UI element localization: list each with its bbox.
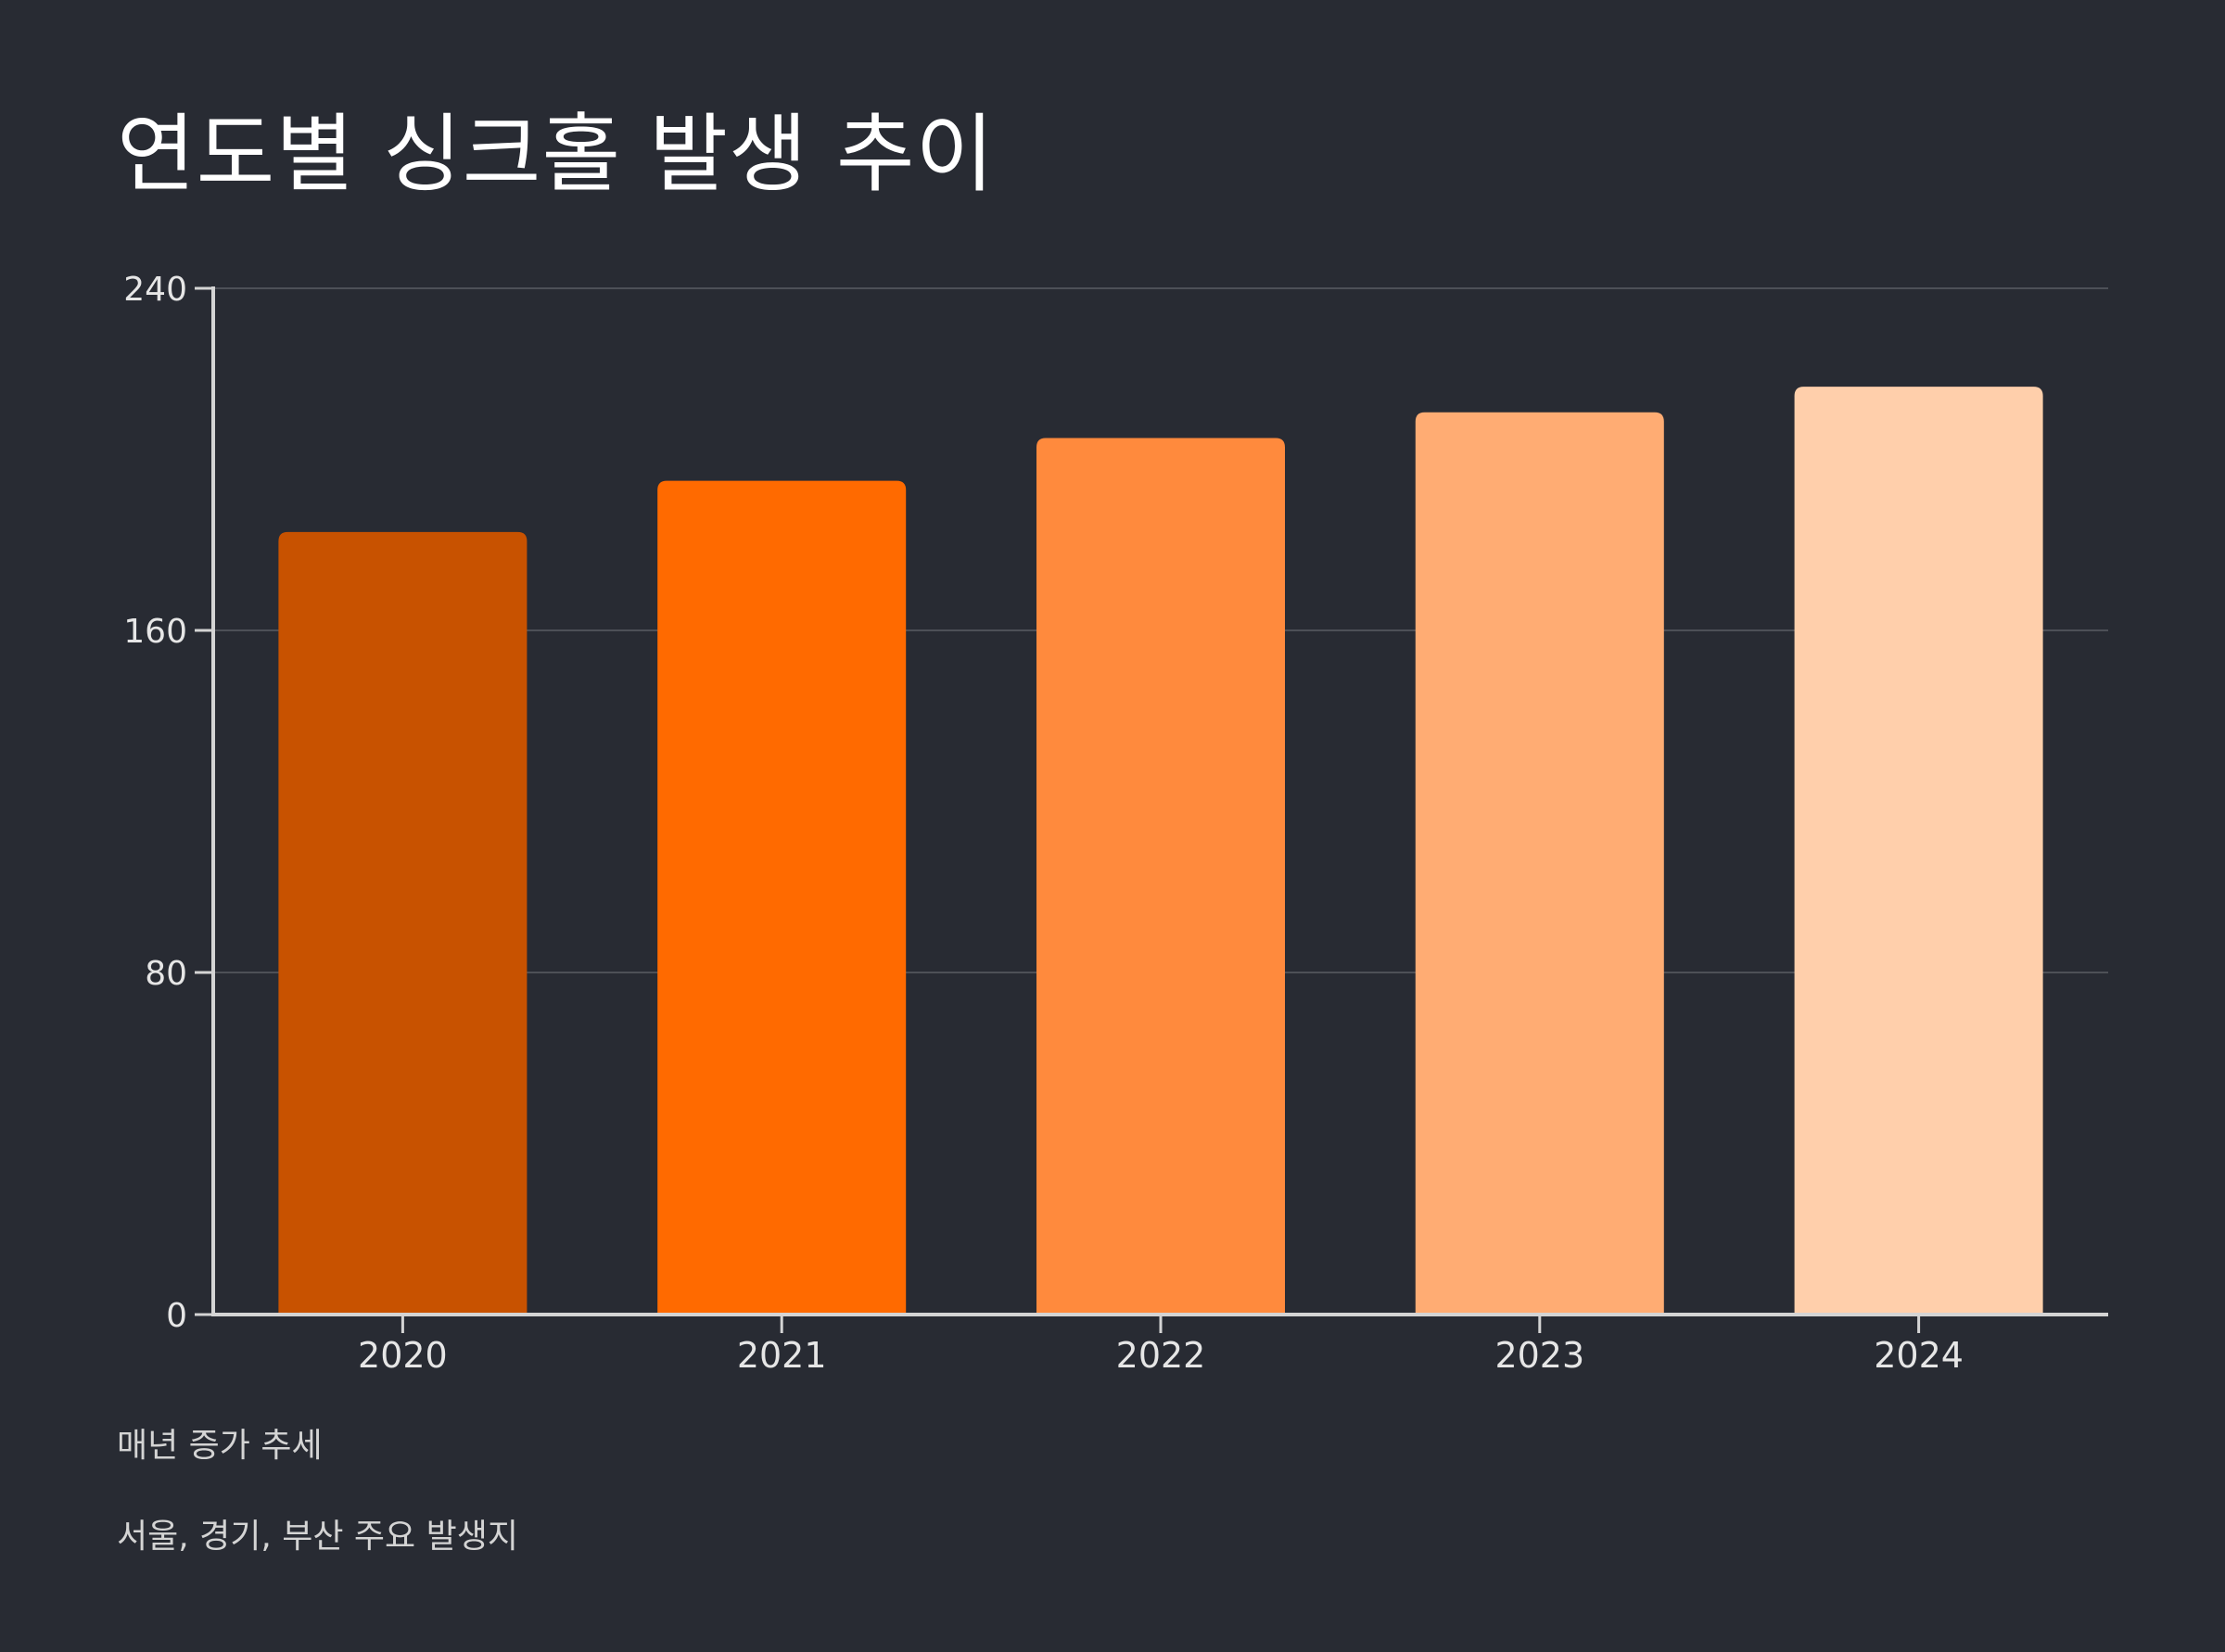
bars [278,387,2043,1315]
chart-title: 연도별 싱크홀 발생 추이 [117,105,996,204]
x-tick-label-2021: 2021 [737,1335,827,1376]
y-tick-label-0: 0 [166,1297,187,1335]
x-tick-label-2020: 2020 [358,1335,448,1376]
bar-2022 [1036,438,1285,1315]
bar-2024 [1794,387,2043,1315]
x-tick-label-2022: 2022 [1116,1335,1206,1376]
y-tick-label-160: 160 [123,613,187,651]
bar-2023 [1415,412,1664,1315]
axes [195,286,2108,1333]
annotation-trend: 매년 증가 추세 [117,1427,323,1465]
y-tick-label-80: 80 [145,955,187,993]
y-tick-label-240: 240 [123,271,187,309]
x-tick-label-2024: 2024 [1874,1335,1964,1376]
annotation-locations: 서울, 경기, 부산 주요 발생지 [117,1518,518,1556]
x-tick-label-2023: 2023 [1494,1335,1584,1376]
bar-2020 [278,531,528,1315]
bar-2021 [657,480,907,1315]
tick-labels: 0 80 160 240 2020 2021 2022 2023 2024 [123,271,1964,1376]
